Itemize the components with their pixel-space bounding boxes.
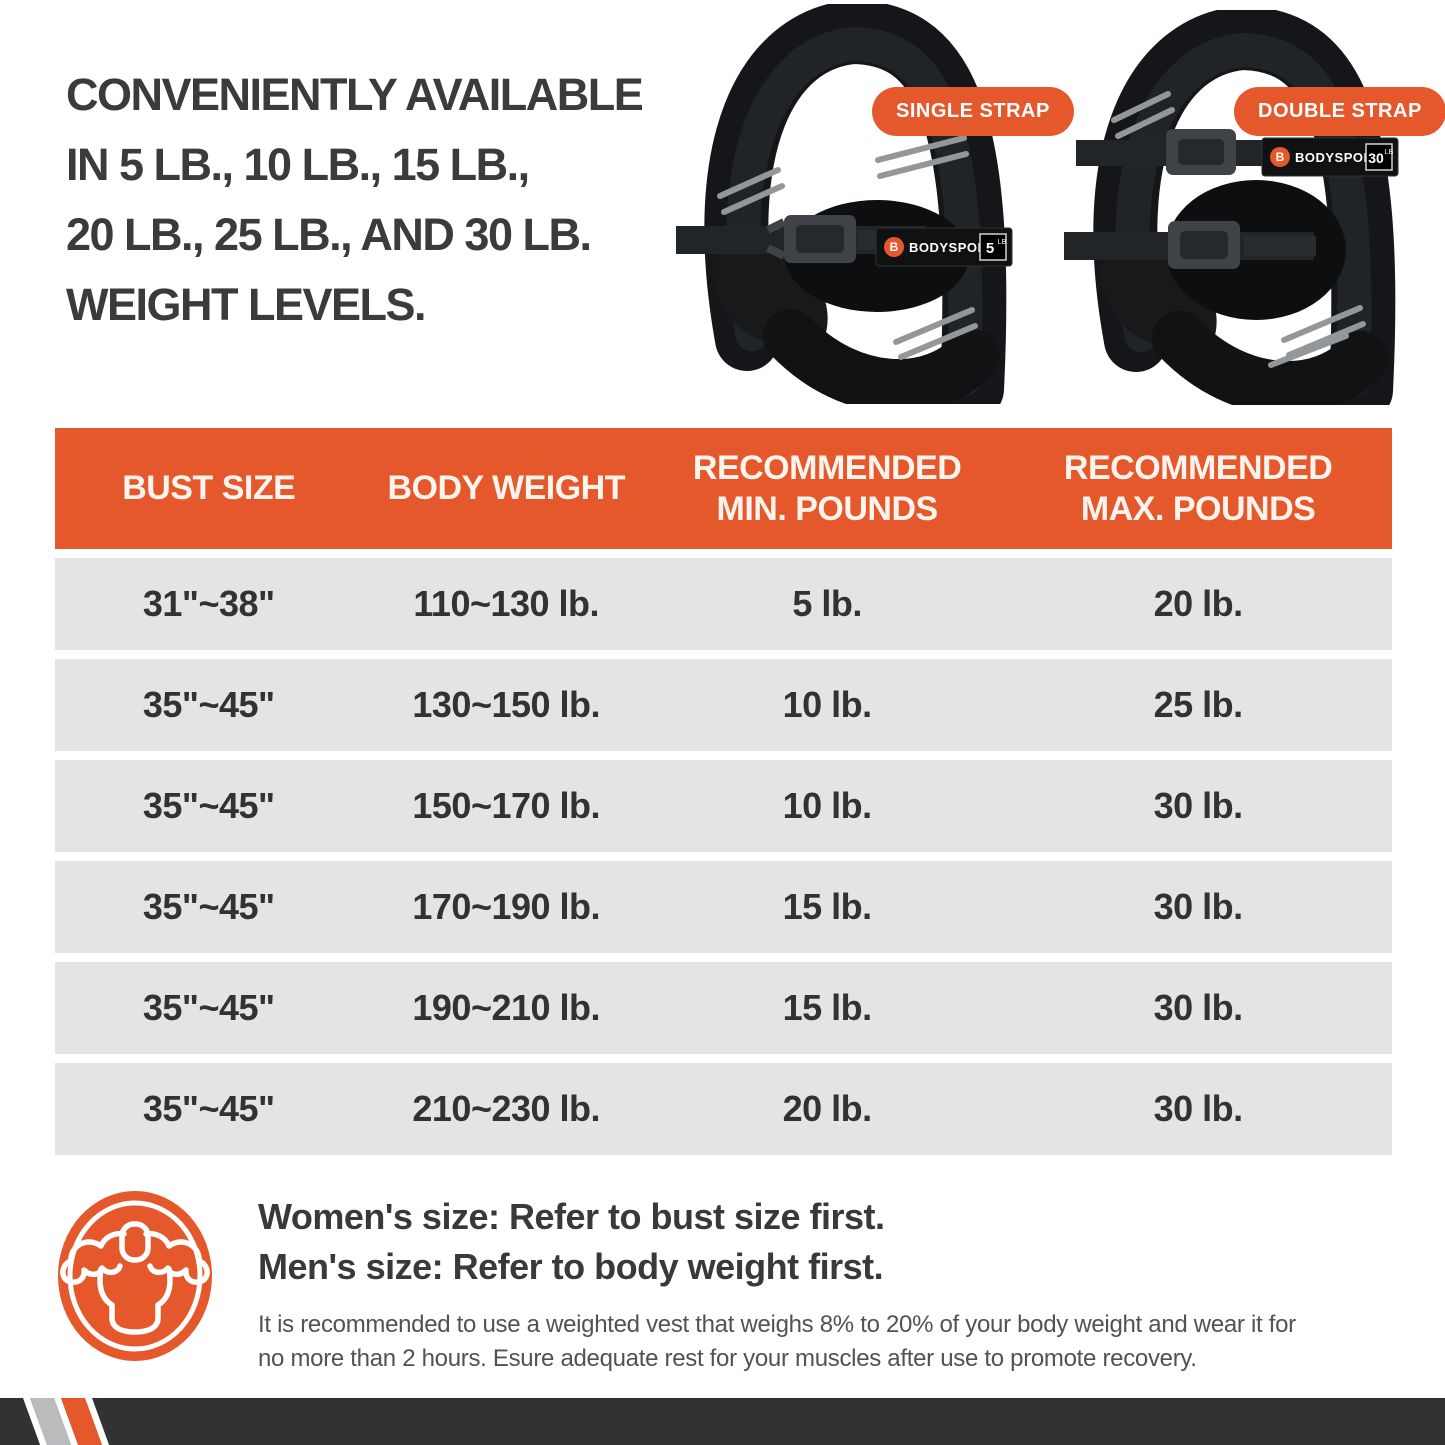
- cell-weight: 210~230 lb.: [412, 1088, 601, 1129]
- cell-bust: 35"~45": [142, 987, 275, 1028]
- cell-bust: 31"~38": [142, 583, 275, 624]
- cell-min: 20 lb.: [782, 1088, 873, 1129]
- muscle-man-icon: [58, 1191, 212, 1361]
- cell-max: 30 lb.: [1153, 987, 1244, 1028]
- cell-max: 30 lb.: [1153, 1088, 1244, 1129]
- table-row: 35"~45" 190~210 lb. 15 lb. 30 lb.: [55, 962, 1392, 1054]
- heading-line-4: WEIGHT LEVELS.: [66, 279, 427, 330]
- cell-bust: 35"~45": [142, 785, 275, 826]
- single-strap-badge: SINGLE STRAP: [872, 87, 1074, 136]
- table-header-row: BUST SIZE BODY WEIGHT RECOMMENDED MIN. PO…: [55, 428, 1392, 549]
- cell-max: 30 lb.: [1153, 785, 1244, 826]
- svg-text:B: B: [890, 240, 899, 254]
- weight-label: 5: [986, 240, 994, 257]
- heading-line-1: CONVENIENTLY AVAILABLE: [66, 69, 644, 120]
- weight-unit-label: LB: [998, 239, 1007, 246]
- header-body-weight: BODY WEIGHT: [387, 469, 625, 507]
- bottom-brand-bar: [0, 1398, 1445, 1445]
- cell-bust: 35"~45": [142, 886, 275, 927]
- buckle-icon: [1166, 129, 1236, 175]
- svg-text:B: B: [1276, 150, 1285, 164]
- cell-min: 15 lb.: [782, 987, 873, 1028]
- cell-weight: 130~150 lb.: [412, 684, 601, 725]
- cell-min: 5 lb.: [792, 583, 862, 624]
- brand-patch: B BODYSPORT 30 LB: [1261, 137, 1399, 177]
- cell-weight: 170~190 lb.: [412, 886, 601, 927]
- size-table: BUST SIZE BODY WEIGHT RECOMMENDED MIN. PO…: [55, 428, 1392, 1155]
- brand-patch: B BODYSPORT 5 LB: [875, 227, 1013, 267]
- brand-label: BODYSPORT: [909, 240, 996, 255]
- table-row: 35"~45" 150~170 lb. 10 lb. 30 lb.: [55, 760, 1392, 852]
- heading-line-3: 20 LB., 25 LB., AND 30 LB.: [66, 209, 592, 260]
- reflective-stripes: [717, 135, 978, 360]
- buckle-icon: [1168, 221, 1240, 269]
- double-strap-badge: DOUBLE STRAP: [1234, 87, 1445, 136]
- brand-label: BODYSPORT: [1295, 150, 1382, 165]
- cell-min: 10 lb.: [782, 785, 873, 826]
- page-title: CONVENIENTLY AVAILABLE IN 5 LB., 10 LB.,…: [66, 60, 726, 340]
- table-row: 31"~38" 110~130 lb. 5 lb. 20 lb.: [55, 558, 1392, 650]
- table-row: 35"~45" 130~150 lb. 10 lb. 25 lb.: [55, 659, 1392, 751]
- cell-bust: 35"~45": [142, 1088, 275, 1129]
- heading-line-2: IN 5 LB., 10 LB., 15 LB.,: [66, 139, 530, 190]
- header-rec-min: RECOMMENDED MIN. POUNDS: [692, 448, 962, 528]
- womens-size-note: Women's size: Refer to bust size first.: [258, 1196, 885, 1237]
- cell-max: 30 lb.: [1153, 886, 1244, 927]
- table-row: 35"~45" 170~190 lb. 15 lb. 30 lb.: [55, 861, 1392, 953]
- cell-min: 15 lb.: [782, 886, 873, 927]
- mens-size-note: Men's size: Refer to body weight first.: [258, 1246, 884, 1287]
- cell-max: 20 lb.: [1153, 583, 1244, 624]
- sizing-notes: Women's size: Refer to bust size first. …: [258, 1192, 1408, 1376]
- header-rec-max: RECOMMENDED MAX. POUNDS: [1063, 448, 1333, 528]
- cell-weight: 190~210 lb.: [412, 987, 601, 1028]
- cell-weight: 110~130 lb.: [413, 583, 600, 624]
- weight-label: 30: [1368, 150, 1384, 166]
- table-row: 35"~45" 210~230 lb. 20 lb. 30 lb.: [55, 1063, 1392, 1155]
- cell-max: 25 lb.: [1153, 684, 1244, 725]
- header-bust-size: BUST SIZE: [122, 469, 296, 507]
- usage-recommendation: It is recommended to use a weighted vest…: [258, 1311, 1296, 1372]
- cell-min: 10 lb.: [782, 684, 873, 725]
- reflective-stripes: [1111, 91, 1366, 368]
- cell-weight: 150~170 lb.: [412, 785, 601, 826]
- weight-unit-label: LB: [1385, 149, 1394, 156]
- weighted-vest-single-image: B BODYSPORT 5 LB: [676, 4, 1013, 404]
- cell-bust: 35"~45": [142, 684, 275, 725]
- buckle-icon: [766, 215, 856, 263]
- weighted-vest-double-image: B BODYSPORT 30 LB: [1064, 10, 1399, 405]
